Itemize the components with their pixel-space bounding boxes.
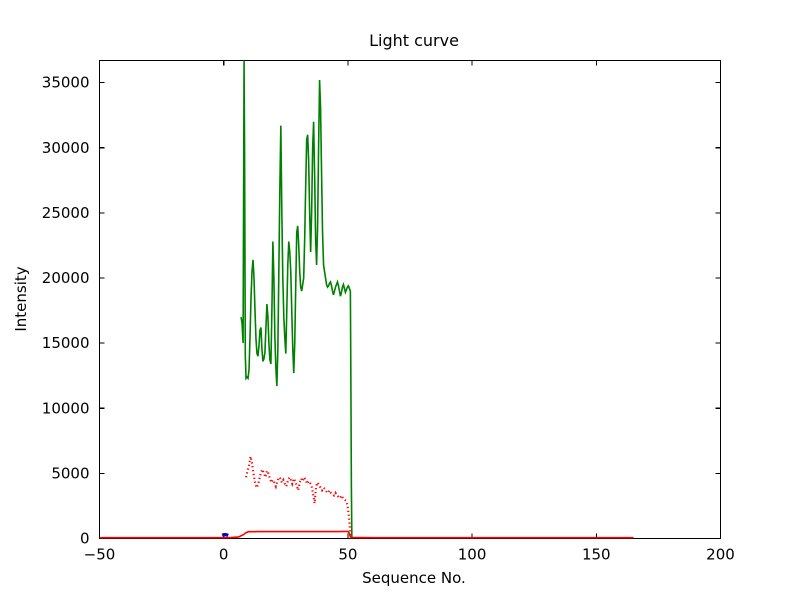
x-tick-label: 50 [338,546,357,564]
axis-tick-labels: −50 0 50 100 150 2000500010000150002000025000… [42,74,735,564]
x-tick-label: −50 [84,546,116,564]
x-tick-label: 0 [219,546,229,564]
x-tick-label: 100 [458,546,487,564]
y-tick-label: 20000 [42,269,90,287]
red-solid-trace [99,530,634,539]
red-dotted-trace [245,456,352,539]
y-tick-label: 5000 [51,464,89,482]
x-tick-label: 150 [582,546,611,564]
data-series-group [99,60,634,539]
x-tick-label: 200 [706,546,735,564]
y-axis-label: Intensity [12,266,30,331]
blue-marker-trace [221,532,229,537]
y-tick-label: 10000 [42,399,90,417]
x-axis-label: Sequence No. [362,569,466,587]
y-tick-label: 15000 [42,334,90,352]
y-tick-label: 0 [80,530,90,548]
green-trace [240,60,353,539]
chart-title: Light curve [369,31,459,50]
y-tick-label: 35000 [42,74,90,92]
y-tick-label: 30000 [42,139,90,157]
y-tick-label: 25000 [42,204,90,222]
